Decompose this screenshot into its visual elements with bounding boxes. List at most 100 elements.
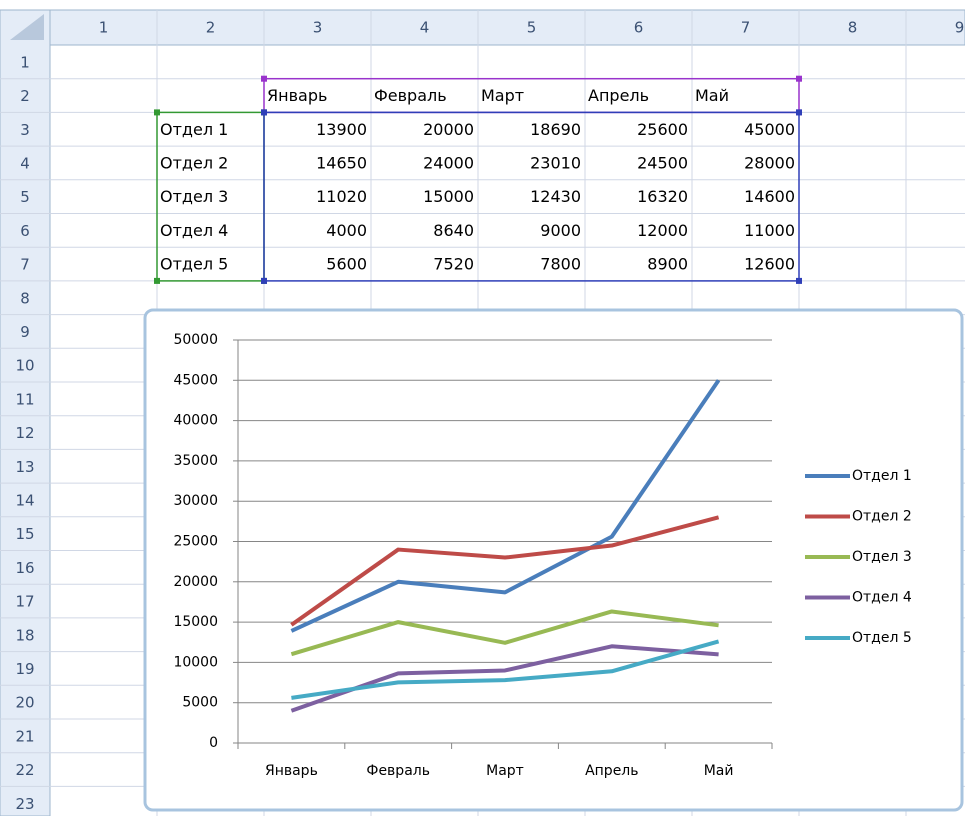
column-header-bar [0, 9, 965, 46]
range-handle [796, 109, 802, 116]
line-series [290, 515, 720, 627]
cell: 11020 [316, 187, 367, 206]
cell: 12600 [744, 255, 795, 274]
legend-label: Отдел 4 [852, 590, 912, 606]
row-header: 1 [20, 53, 30, 71]
y-tick-label: 50000 [173, 332, 218, 348]
y-tick-label: 25000 [173, 534, 218, 550]
row-header: 3 [20, 121, 30, 139]
range-handle [261, 109, 267, 116]
column-header: 7 [741, 19, 751, 37]
y-tick-label: 10000 [173, 654, 218, 670]
legend-label: Отдел 2 [852, 509, 912, 525]
range-handle [261, 277, 267, 284]
row-header: 12 [15, 424, 34, 442]
column-header: 6 [634, 19, 644, 37]
row-header: 5 [20, 188, 30, 206]
cell: 25600 [637, 120, 688, 139]
cell: 45000 [744, 120, 795, 139]
cell: Апрель [588, 86, 649, 105]
row-header: 4 [20, 154, 30, 172]
y-tick-label: 45000 [173, 372, 218, 388]
row-header: 17 [15, 593, 34, 611]
row-header: 6 [20, 222, 30, 240]
cell: Март [481, 86, 524, 105]
cell: 9000 [540, 221, 581, 240]
y-tick-label: 0 [209, 735, 218, 751]
column-header: 5 [527, 19, 537, 37]
chart-area [143, 308, 964, 812]
select-all[interactable] [10, 14, 44, 40]
column-header: 2 [206, 19, 216, 37]
row-header: 20 [15, 694, 34, 712]
legend-label: Отдел 5 [852, 630, 912, 646]
column-header: 3 [313, 19, 323, 37]
legend-label: Отдел 3 [852, 549, 912, 565]
range-handle [154, 109, 160, 116]
row-header: 16 [15, 559, 34, 577]
row-header: 10 [15, 357, 34, 375]
cell: 14650 [316, 153, 367, 172]
cell: Отдел 4 [160, 221, 228, 240]
cell: Отдел 3 [160, 187, 228, 206]
cell: 8640 [433, 221, 474, 240]
cell: 11000 [744, 221, 795, 240]
column-header: 8 [848, 19, 858, 37]
range-handle [261, 75, 267, 82]
cell: Февраль [374, 86, 447, 105]
row-header-bar [0, 9, 51, 817]
x-tick-label: Апрель [585, 763, 638, 779]
line-series [290, 609, 719, 657]
row-header: 18 [15, 626, 34, 644]
row-header: 21 [15, 727, 34, 745]
row-header: 11 [15, 390, 34, 408]
cell: Январь [267, 86, 327, 105]
cell: 18690 [530, 120, 581, 139]
row-header: 22 [15, 761, 34, 779]
row-header: 2 [20, 87, 30, 105]
row-header: 19 [15, 660, 34, 678]
cell: 20000 [423, 120, 474, 139]
y-tick-label: 15000 [173, 614, 218, 630]
y-tick-label: 5000 [182, 695, 218, 711]
cell: Отдел 2 [160, 153, 228, 172]
row-header: 23 [15, 795, 34, 813]
cell: 7800 [540, 255, 581, 274]
cell: 24500 [637, 153, 688, 172]
cell: 14600 [744, 187, 795, 206]
cell: 13900 [316, 120, 367, 139]
cell: 5600 [326, 255, 367, 274]
range-handle [796, 277, 802, 284]
chart: 0 5000 10000 15000 20000 25000 30000 35000 40000… [143, 308, 964, 812]
range-highlight [263, 111, 800, 282]
row-header: 7 [20, 256, 30, 274]
y-tick-label: 30000 [173, 493, 218, 509]
column-header: 9 [955, 19, 965, 37]
row-header: 13 [15, 458, 34, 476]
y-tick-label: 35000 [173, 453, 218, 469]
column-header: 4 [420, 19, 430, 37]
y-tick-label: 40000 [173, 413, 218, 429]
column-header: 1 [99, 19, 109, 37]
cell: Отдел 5 [160, 255, 228, 274]
cell: 8900 [647, 255, 688, 274]
x-tick-label: Март [486, 763, 524, 779]
cell: 24000 [423, 153, 474, 172]
row-header: 8 [20, 289, 30, 307]
cell: Май [695, 86, 729, 105]
cell: 12000 [637, 221, 688, 240]
line-series [290, 379, 721, 633]
row-header: 14 [15, 491, 34, 509]
range-handle [796, 75, 802, 82]
x-tick-label: Январь [265, 763, 318, 779]
range-handle [154, 277, 160, 284]
cell: 7520 [433, 255, 474, 274]
cell: 16320 [637, 187, 688, 206]
legend-label: Отдел 1 [852, 468, 912, 484]
row-header: 9 [20, 323, 30, 341]
cell: 15000 [423, 187, 474, 206]
cell: Отдел 1 [160, 120, 228, 139]
cell: 28000 [744, 153, 795, 172]
cell: 4000 [326, 221, 367, 240]
